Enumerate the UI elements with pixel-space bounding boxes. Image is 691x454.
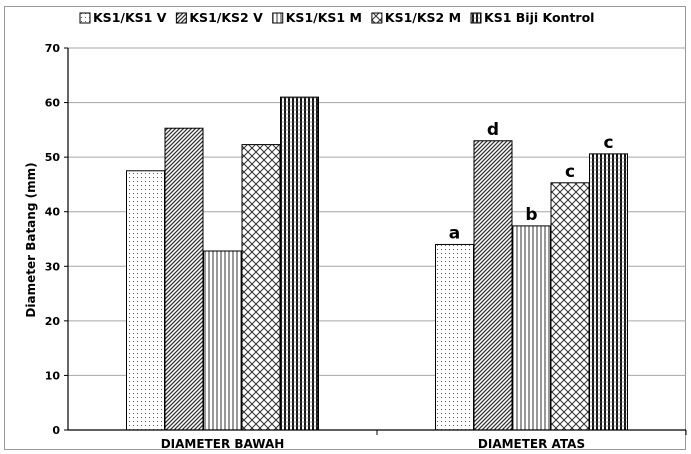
legend-item: KS1/KS1 M xyxy=(272,10,362,25)
bar xyxy=(241,144,281,431)
annotation-label: c xyxy=(603,133,613,153)
y-tick-label: 40 xyxy=(45,206,61,219)
legend-item: KS1/KS2 M xyxy=(371,10,461,25)
bar xyxy=(550,182,590,431)
legend-label: KS1/KS2 V xyxy=(189,10,263,25)
y-tick-label: 30 xyxy=(45,260,61,273)
bar xyxy=(203,250,242,431)
bar xyxy=(512,225,551,431)
y-tick-label: 60 xyxy=(45,97,61,110)
legend-swatch xyxy=(470,12,482,24)
legend-label: KS1/KS1 M xyxy=(286,10,362,25)
legend-swatch xyxy=(272,12,284,24)
bar xyxy=(435,243,474,431)
labels: 0 10 20 30 40 50 60 70 DIAMETER BAWAH DIAMETER AT… xyxy=(45,42,614,451)
y-tick-label: 10 xyxy=(45,369,61,382)
annotation-label: a xyxy=(449,223,460,243)
y-axis-title: Diameter Batang (mm) xyxy=(24,162,38,317)
bar xyxy=(589,153,628,431)
y-tick-label: 70 xyxy=(45,42,61,55)
y-tick-label: 50 xyxy=(45,151,61,164)
legend-label: KS1/KS1 V xyxy=(93,10,167,25)
legend-swatch xyxy=(371,12,383,24)
y-tick-label: 20 xyxy=(45,315,61,328)
bar xyxy=(280,96,319,431)
legend-label: KS1 Biji Kontrol xyxy=(484,10,594,25)
x-category-label: DIAMETER BAWAH xyxy=(161,437,285,451)
annotation-label: b xyxy=(525,205,537,225)
annotation-label: c xyxy=(565,162,575,182)
bar xyxy=(164,127,204,431)
legend-swatch xyxy=(79,12,91,24)
x-category-label: DIAMETER ATAS xyxy=(478,437,585,451)
axes xyxy=(64,47,687,435)
legend-item: KS1/KS1 V xyxy=(79,10,167,25)
bar xyxy=(126,170,165,431)
bar xyxy=(473,140,513,431)
legend-item: KS1 Biji Kontrol xyxy=(470,10,594,25)
legend: KS1/KS1 V KS1/KS2 V KS1/KS1 M KS1/KS2 M KS1 … xyxy=(79,10,594,25)
legend-swatch xyxy=(175,12,187,24)
y-tick-label: 0 xyxy=(52,424,60,437)
bars xyxy=(126,96,628,431)
legend-label: KS1/KS2 M xyxy=(385,10,461,25)
annotation-label: d xyxy=(487,120,499,140)
legend-item: KS1/KS2 V xyxy=(175,10,263,25)
